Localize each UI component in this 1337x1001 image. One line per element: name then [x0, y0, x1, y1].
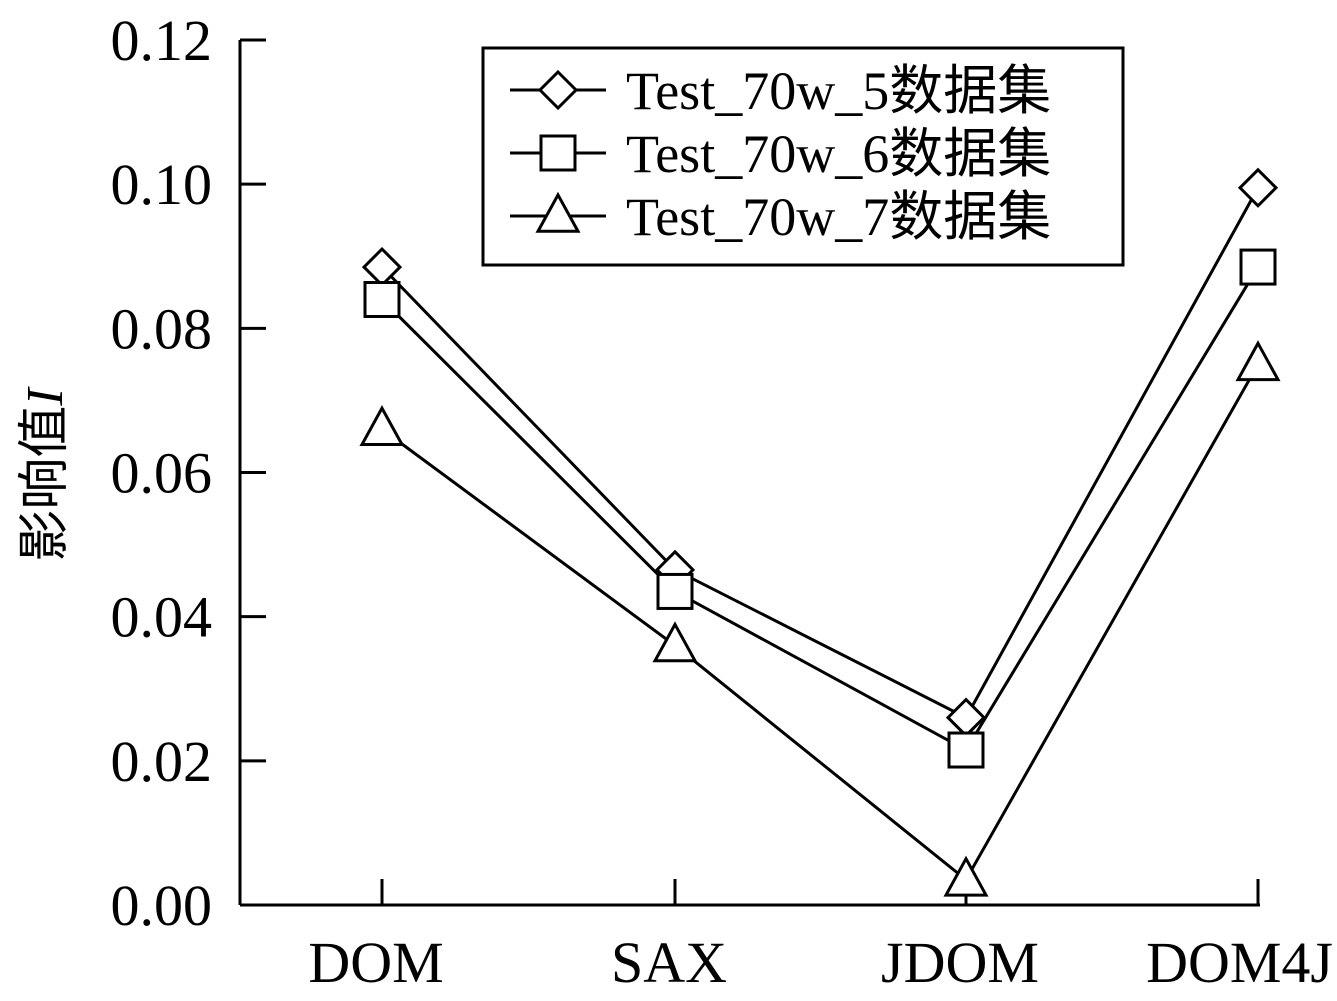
data-point-triangle [359, 405, 405, 447]
y-axis-title: 影响值I [17, 386, 74, 562]
x-tick-label: JDOM [881, 930, 1039, 995]
series-3 [359, 340, 1281, 897]
y-tick-label: 0.00 [111, 873, 213, 938]
legend-marker-square [539, 134, 577, 172]
legend-label: Test_70w_5数据集 [626, 61, 1051, 121]
legend-box [481, 46, 1125, 267]
y-tick-label: 0.10 [111, 152, 213, 217]
data-point-square [1239, 248, 1277, 286]
series-line [381, 363, 1260, 883]
legend-entry: Test_70w_6数据集 [510, 124, 1051, 184]
data-point-triangle [943, 855, 989, 897]
data-point-diamond [1237, 167, 1279, 208]
data-point-triangle [652, 621, 698, 663]
data-point-square [656, 572, 694, 610]
series-2 [363, 248, 1277, 769]
x-axis-ticks: DOM SAX JDOM DOM4J [308, 879, 1333, 995]
data-point-triangle [1235, 340, 1281, 382]
y-axis-ticks: 0.00 0.02 0.04 0.06 0.08 0.10 0.12 [111, 8, 266, 938]
data-point-square [363, 281, 401, 318]
legend-marker-diamond [537, 69, 579, 111]
y-tick-label: 0.06 [111, 441, 213, 506]
legend-entry: Test_70w_5数据集 [510, 61, 1051, 121]
series-line [380, 266, 1260, 753]
x-tick-label: SAX [611, 930, 727, 995]
y-tick-label: 0.04 [111, 585, 213, 650]
legend-label: Test_70w_7数据集 [626, 187, 1051, 247]
y-tick-label: 0.08 [111, 296, 213, 361]
legend-entry: Test_70w_7数据集 [510, 187, 1051, 247]
x-tick-label: DOM4J [1146, 930, 1333, 995]
series-group [359, 167, 1281, 897]
legend-label: Test_70w_6数据集 [626, 124, 1051, 184]
y-tick-label: 0.12 [111, 8, 213, 73]
legend-marker-triangle [535, 191, 581, 233]
x-tick-label: DOM [308, 930, 443, 995]
y-tick-label: 0.02 [111, 729, 213, 794]
data-point-square [947, 731, 985, 769]
series-line [380, 187, 1260, 720]
